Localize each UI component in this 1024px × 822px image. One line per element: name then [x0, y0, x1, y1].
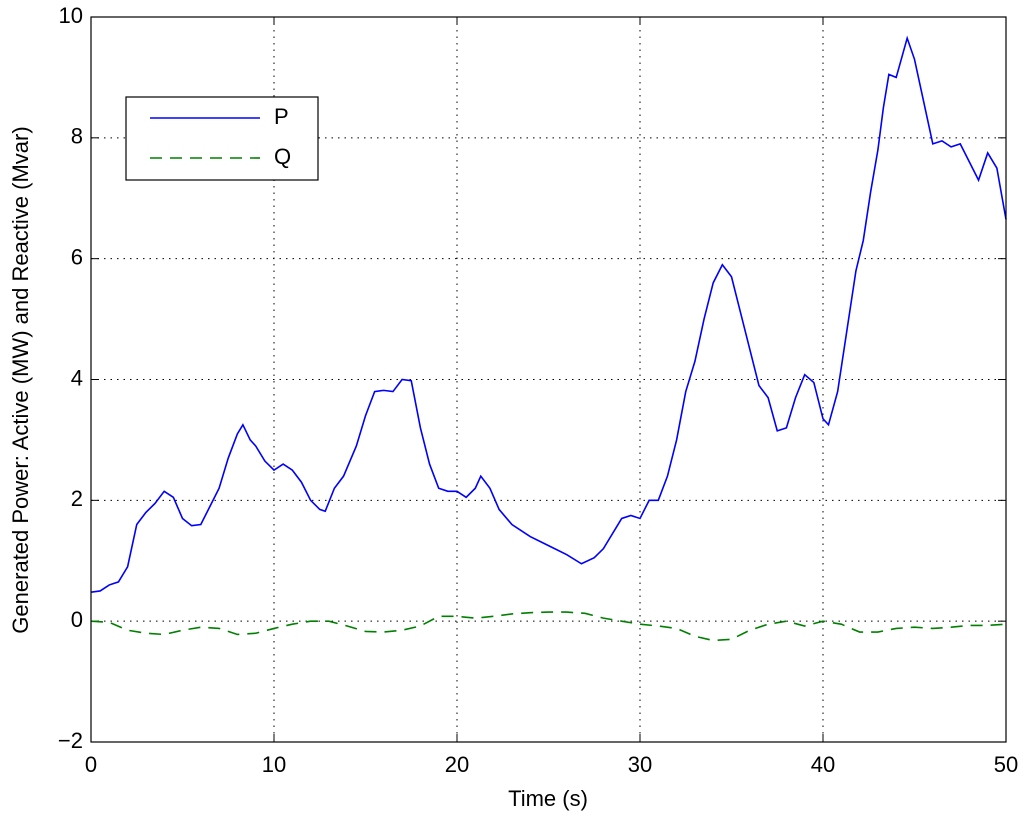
y-tick-label: −2 [58, 728, 83, 753]
y-tick-label: 4 [71, 365, 83, 390]
y-axis-label: Generated Power: Active (MW) and Reactiv… [8, 126, 33, 633]
x-tick-label: 20 [445, 752, 469, 777]
x-tick-label: 30 [628, 752, 652, 777]
legend: PQ [125, 96, 319, 181]
legend-label: Q [274, 144, 291, 169]
legend-box [125, 96, 319, 181]
y-tick-label: 6 [71, 244, 83, 269]
y-tick-label: 2 [71, 486, 83, 511]
x-tick-label: 0 [85, 752, 97, 777]
x-axis-label: Time (s) [508, 786, 588, 811]
y-tick-label: 10 [59, 3, 83, 28]
data-line [90, 611, 1007, 642]
y-tick-label: 8 [71, 124, 83, 149]
y-tick-label: 0 [71, 607, 83, 632]
x-tick-label: 40 [811, 752, 835, 777]
data-line [90, 35, 1007, 593]
plot-frame [90, 16, 1007, 743]
legend-label: P [274, 104, 289, 129]
x-tick-label: 10 [262, 752, 286, 777]
x-tick-label: 50 [994, 752, 1018, 777]
